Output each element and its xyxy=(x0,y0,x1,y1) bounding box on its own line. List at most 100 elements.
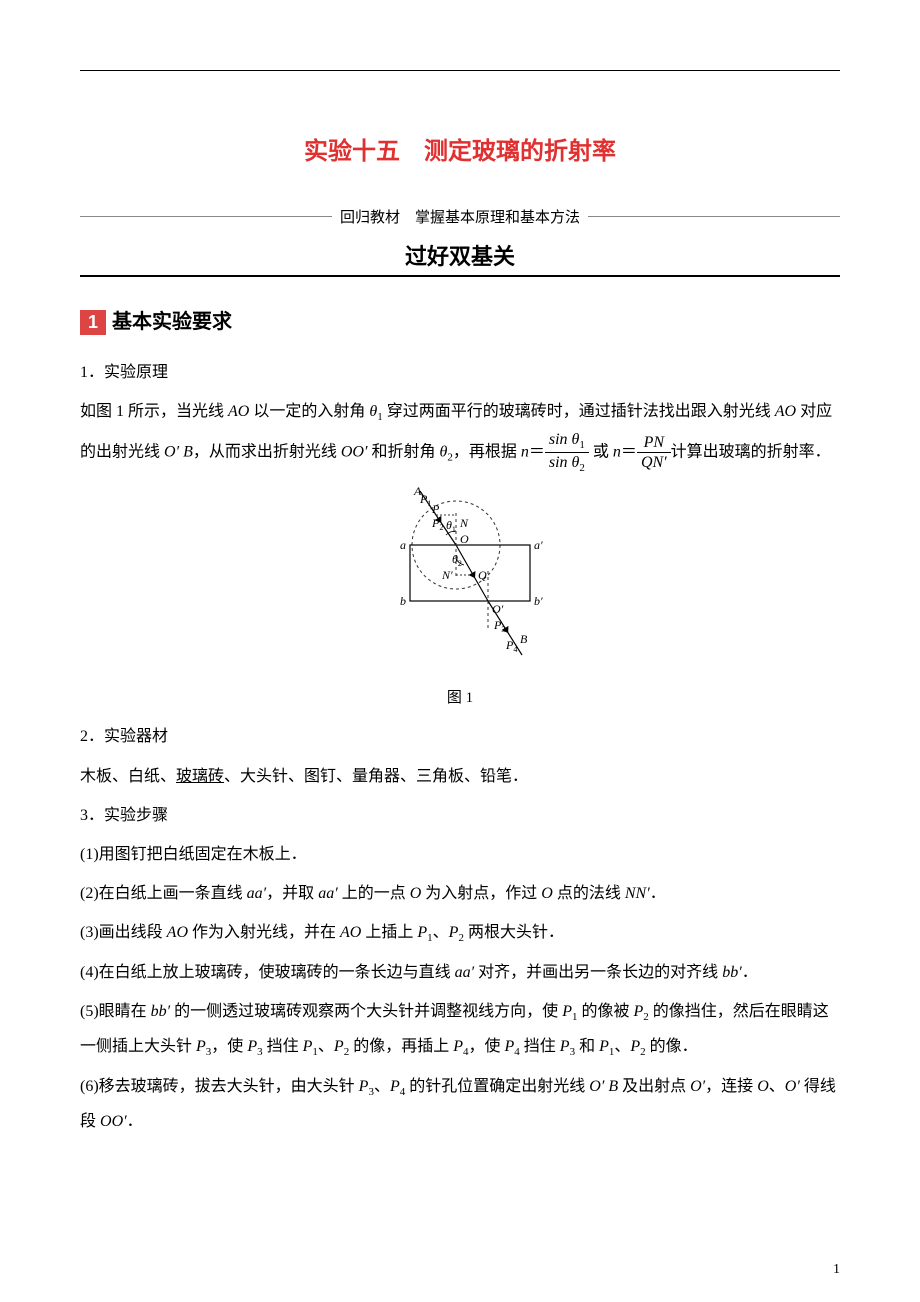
txt: 木板、白纸、 xyxy=(80,768,176,785)
txt: 挡住 xyxy=(263,1038,303,1055)
txt: ，再根据 xyxy=(453,443,521,460)
txt: ，使 xyxy=(211,1038,247,1055)
var-n: n xyxy=(521,443,529,460)
var: NN′ xyxy=(625,885,650,902)
var: P xyxy=(562,1003,572,1020)
var: AO xyxy=(167,924,188,941)
var: P xyxy=(633,1003,643,1020)
txt: 或 xyxy=(593,443,613,460)
sub: 1 xyxy=(579,439,585,451)
banner-line-left xyxy=(80,216,332,217)
txt: 对齐，并画出另一条长边的对齐线 xyxy=(474,964,722,981)
sub: 2 xyxy=(579,462,585,474)
txt: ． xyxy=(742,964,758,981)
txt: 以一定的入射角 xyxy=(249,403,369,420)
txt: (2)在白纸上画一条直线 xyxy=(80,885,247,902)
txt: 、 xyxy=(614,1038,630,1055)
main-title: 实验十五 测定玻璃的折射率 xyxy=(80,131,840,166)
txt: (3)画出线段 xyxy=(80,924,167,941)
var: O xyxy=(410,885,422,902)
svg-text:P3: P3 xyxy=(493,618,505,634)
txt: 和 xyxy=(575,1038,595,1055)
txt: (6)移去玻璃砖，拔去大头针，由大头针 xyxy=(80,1078,359,1095)
var-OprimeB: O′ B xyxy=(164,443,193,460)
txt: 、 xyxy=(318,1038,334,1055)
step-6: (6)移去玻璃砖，拔去大头针，由大头针 P3、P4 的针孔位置确定出射光线 O′… xyxy=(80,1069,840,1140)
svg-text:P1: P1 xyxy=(419,492,431,508)
var-n2: n xyxy=(613,443,621,460)
step-2: (2)在白纸上画一条直线 aa′，并取 aa′ 上的一点 O 为入射点，作过 O… xyxy=(80,876,840,911)
txt: 为入射点，作过 xyxy=(421,885,541,902)
banner-sub-text: 回归教材 掌握基本原理和基本方法 xyxy=(340,206,580,227)
txt: ． xyxy=(650,885,666,902)
var: aa′ xyxy=(455,964,475,981)
top-rule xyxy=(80,70,840,71)
var: aa′ xyxy=(247,885,267,902)
var: O′ xyxy=(785,1078,800,1095)
figure-1-caption: 图 1 xyxy=(80,686,840,707)
var: bb′ xyxy=(151,1003,171,1020)
var: P xyxy=(359,1078,369,1095)
section-1-head: 1基本实验要求 xyxy=(80,305,840,335)
txt: (4)在白纸上放上玻璃砖，使玻璃砖的一条长边与直线 xyxy=(80,964,455,981)
txt: ，从而求出折射光线 xyxy=(193,443,341,460)
p2-head: 2．实验器材 xyxy=(80,719,840,754)
txt: 的针孔位置确定出射光线 xyxy=(405,1078,589,1095)
txt: (5)眼睛在 xyxy=(80,1003,151,1020)
txt: sin xyxy=(549,431,572,448)
p1-body: 如图 1 所示，当光线 AO 以一定的入射角 θ1 穿过两面平行的玻璃砖时，通过… xyxy=(80,394,840,475)
var: P xyxy=(560,1038,570,1055)
txt: 作为入射光线，并在 xyxy=(188,924,340,941)
section-1-title: 基本实验要求 xyxy=(112,311,232,333)
txt: ，使 xyxy=(468,1038,504,1055)
svg-text:P2: P2 xyxy=(431,516,443,532)
underline-term: 玻璃砖 xyxy=(176,768,224,785)
page-number: 1 xyxy=(833,1262,840,1278)
txt: ． xyxy=(127,1113,143,1130)
var: P xyxy=(417,924,427,941)
txt: 点的法线 xyxy=(553,885,625,902)
txt: 的像． xyxy=(646,1038,698,1055)
var: P xyxy=(453,1038,463,1055)
svg-text:a′: a′ xyxy=(534,538,543,552)
txt: 上的一点 xyxy=(338,885,410,902)
figure-1: APP1P2NOθ1θ2aa′bb′N′QO′P3P4B 图 1 xyxy=(80,483,840,707)
svg-text:Q: Q xyxy=(478,568,487,582)
txt: 的一侧透过玻璃砖观察两个大头针并调整视线方向，使 xyxy=(170,1003,562,1020)
diagram-svg: APP1P2NOθ1θ2aa′bb′N′QO′P3P4B xyxy=(360,483,560,673)
svg-text:P: P xyxy=(431,502,440,516)
var: P xyxy=(390,1078,400,1095)
eq: ＝ xyxy=(621,443,637,460)
var: P xyxy=(247,1038,257,1055)
svg-text:θ1: θ1 xyxy=(446,518,456,534)
svg-text:b′: b′ xyxy=(534,594,543,608)
var: bb′ xyxy=(722,964,742,981)
txt: 如图 1 所示，当光线 xyxy=(80,403,228,420)
txt: 、 xyxy=(769,1078,785,1095)
txt: 和折射角 xyxy=(367,443,439,460)
txt: ，连接 xyxy=(705,1078,757,1095)
var: P xyxy=(334,1038,344,1055)
var: aa′ xyxy=(318,885,338,902)
svg-text:O′: O′ xyxy=(492,602,504,616)
var: O′ B xyxy=(589,1078,618,1095)
step-4: (4)在白纸上放上玻璃砖，使玻璃砖的一条长边与直线 aa′ 对齐，并画出另一条长… xyxy=(80,955,840,990)
double-base-title: 过好双基关 xyxy=(80,235,840,277)
var: P xyxy=(630,1038,640,1055)
var-AO2: AO xyxy=(775,403,796,420)
txt: 两根大头针． xyxy=(464,924,564,941)
fraction-pn: PNQN′ xyxy=(637,433,671,472)
var: O′ xyxy=(690,1078,705,1095)
txt: ，并取 xyxy=(266,885,318,902)
page: 实验十五 测定玻璃的折射率 回归教材 掌握基本原理和基本方法 过好双基关 1基本… xyxy=(0,0,920,1302)
svg-text:B: B xyxy=(520,632,528,646)
svg-text:O: O xyxy=(460,532,469,546)
svg-text:N: N xyxy=(459,516,469,530)
txt: sin xyxy=(549,454,572,471)
step-1: (1)用图钉把白纸固定在木板上． xyxy=(80,837,840,872)
fraction-sin: sin θ1sin θ2 xyxy=(545,430,589,476)
var: P xyxy=(505,1038,515,1055)
txt: 的像，再插上 xyxy=(349,1038,453,1055)
var-AO: AO xyxy=(228,403,249,420)
p2-body: 木板、白纸、玻璃砖、大头针、图钉、量角器、三角板、铅笔． xyxy=(80,759,840,794)
